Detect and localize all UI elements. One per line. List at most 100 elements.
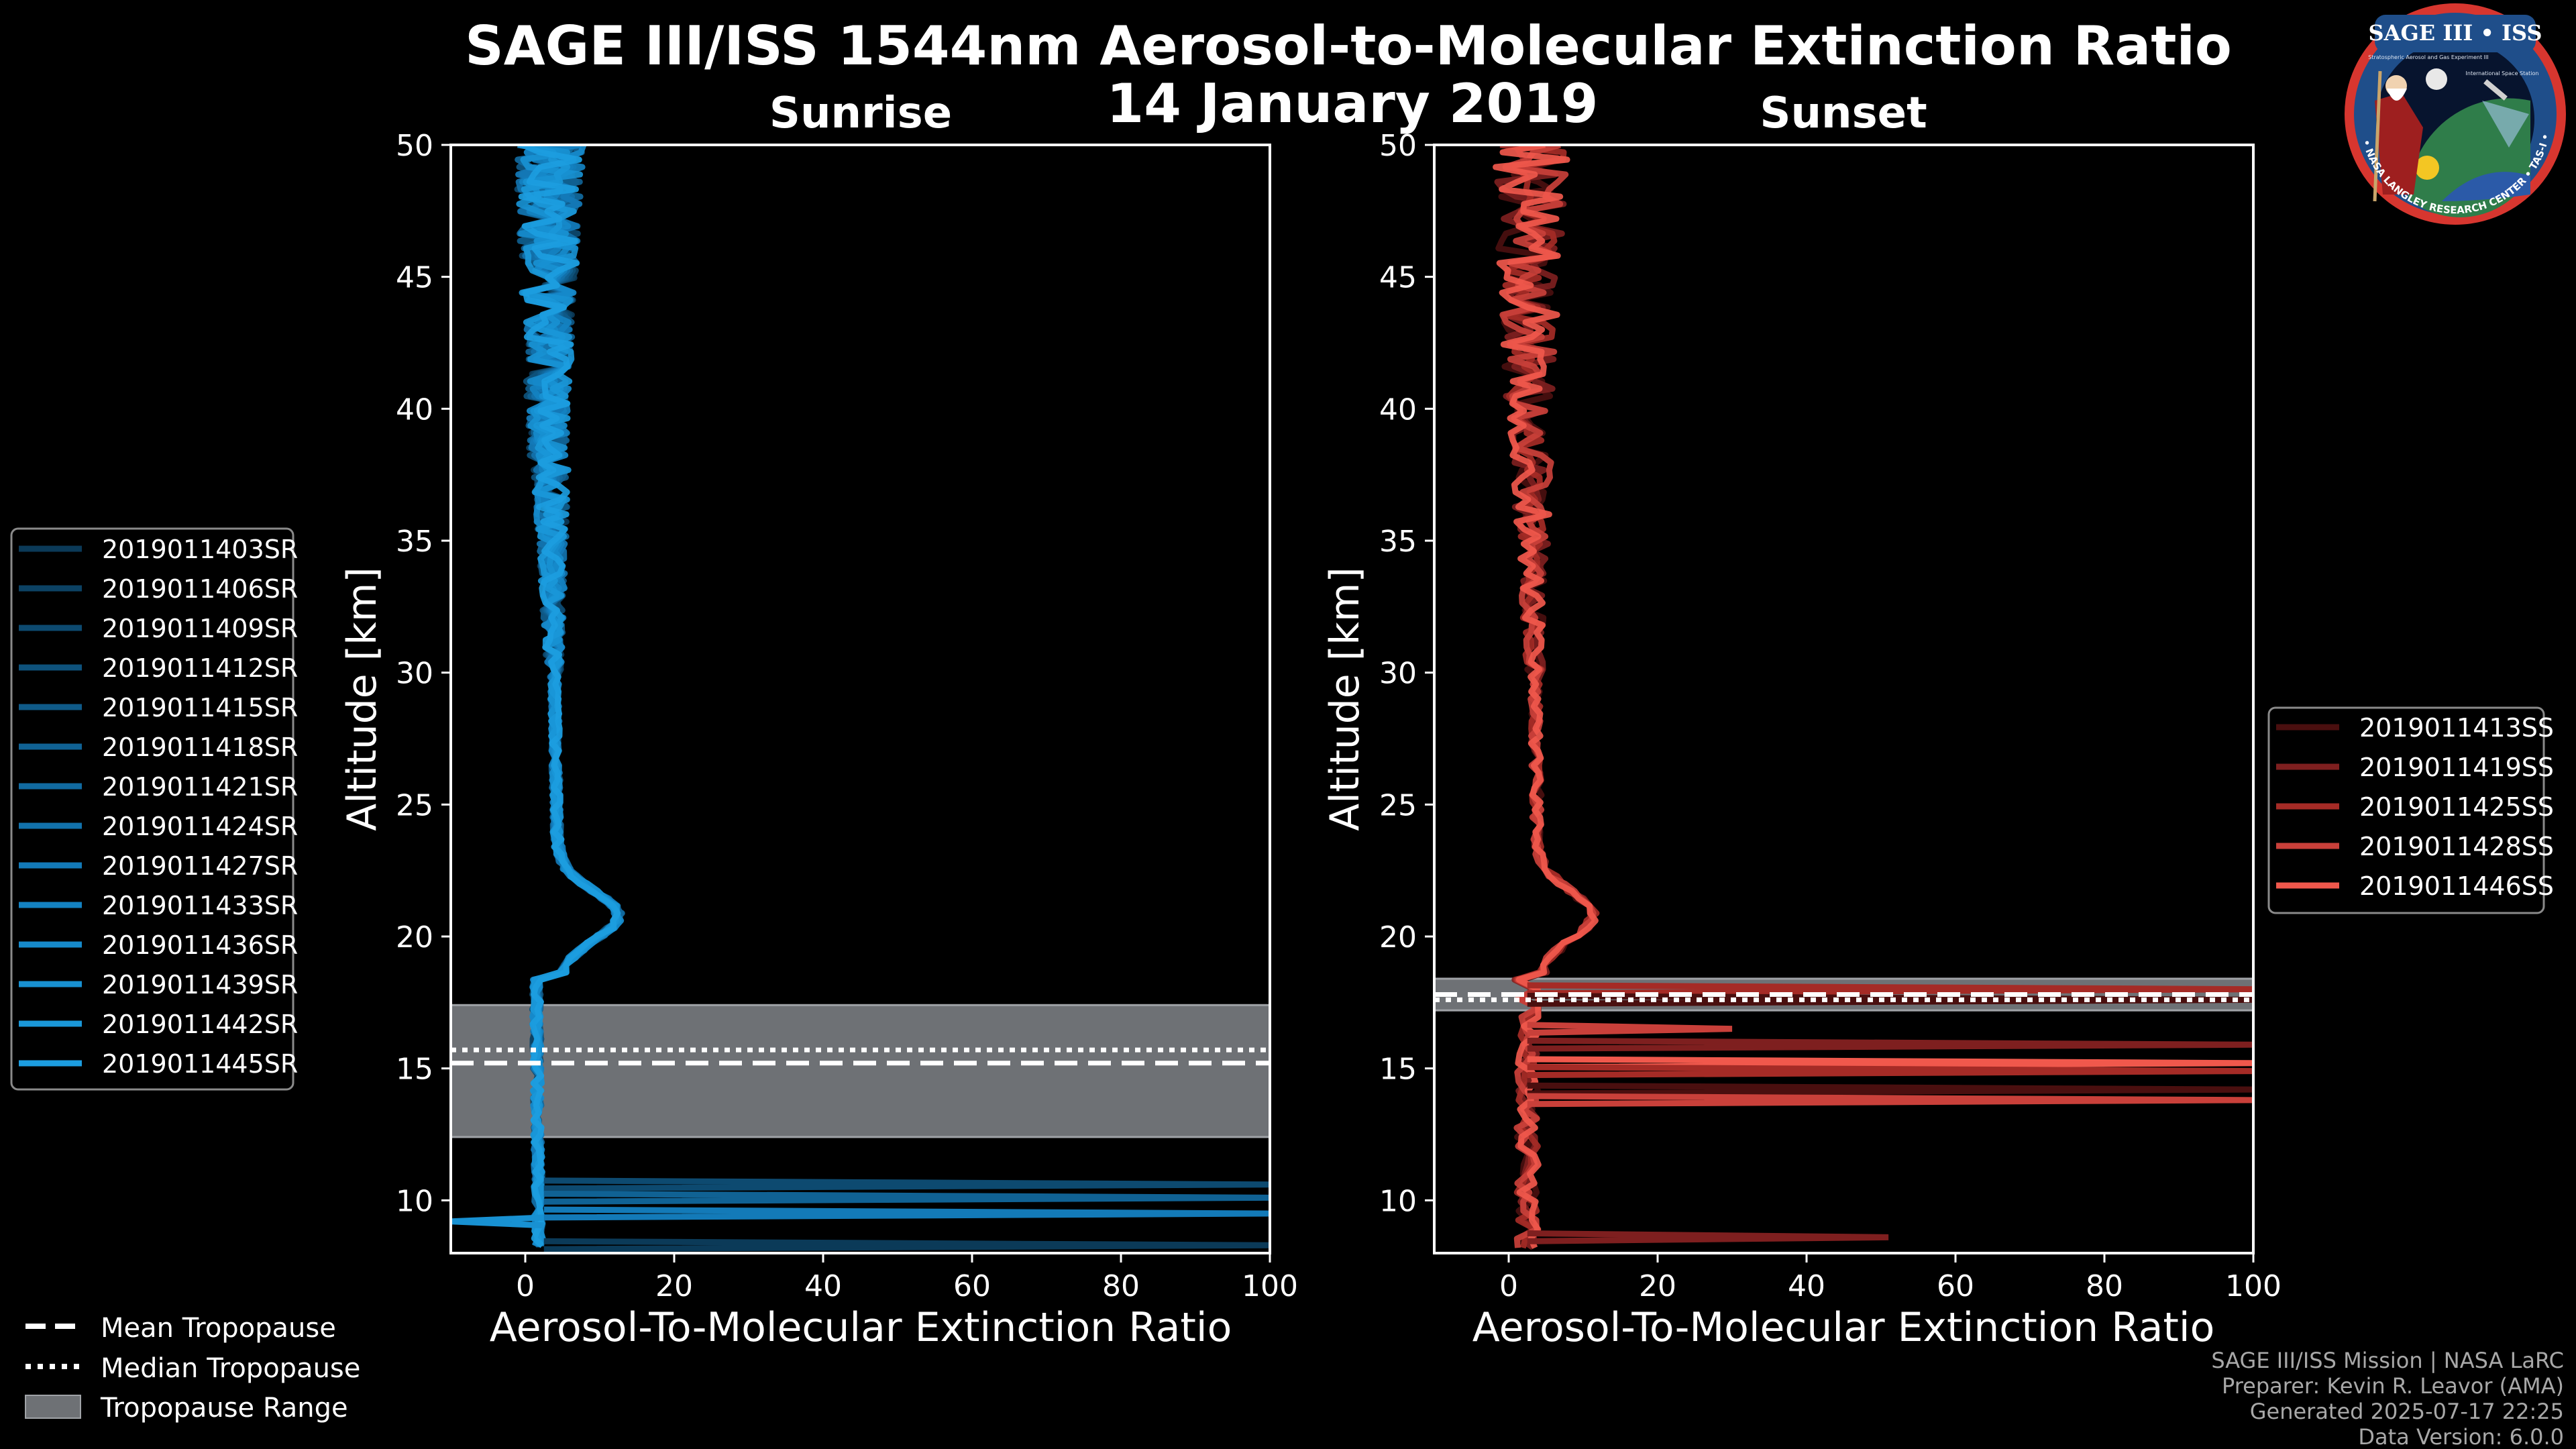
logo-ocean bbox=[2442, 172, 2530, 201]
legend-label: 2019011433SR bbox=[102, 891, 298, 920]
ss-y-tick-label: 30 bbox=[1379, 657, 1417, 691]
legend-label: 2019011424SR bbox=[102, 812, 298, 841]
footer-mission: SAGE III/ISS Mission | NASA LaRC bbox=[2211, 1348, 2564, 1373]
sr-y-tick-label: 45 bbox=[396, 261, 433, 295]
ss-x-tick-label: 80 bbox=[2086, 1269, 2123, 1303]
ss-y-tick-label: 10 bbox=[1379, 1184, 1417, 1218]
median-tropopause-label: Median Tropopause bbox=[101, 1353, 360, 1384]
ss-series-line bbox=[1493, 145, 1599, 1249]
logo-figure-robe bbox=[2375, 93, 2423, 195]
sunset-ticks: 0 20 40 60 80 100 10 15 20 25 30 35 40 45 50 bbox=[1379, 129, 2282, 1303]
sr-y-tick-label: 20 bbox=[396, 920, 433, 955]
legend-label: 2019011421SR bbox=[102, 772, 298, 802]
ss-x-tick-label: 100 bbox=[2225, 1269, 2282, 1303]
ss-x-tick-label: 20 bbox=[1639, 1269, 1676, 1303]
ss-x-tick-label: 0 bbox=[1499, 1269, 1518, 1303]
ss-spike-line bbox=[1527, 1082, 2253, 1097]
ss-y-tick-label: 15 bbox=[1379, 1053, 1417, 1087]
legend-label: 2019011442SR bbox=[102, 1010, 298, 1039]
ss-y-tick-label: 40 bbox=[1379, 392, 1417, 427]
legend-label: 2019011409SR bbox=[102, 614, 298, 643]
sr-y-tick-label: 30 bbox=[396, 657, 433, 691]
sr-x-tick-label: 60 bbox=[953, 1269, 991, 1303]
sr-x-tick-label: 100 bbox=[1242, 1269, 1298, 1303]
sunrise-title: Sunrise bbox=[769, 89, 952, 138]
sunset-panel: 0 20 40 60 80 100 10 15 20 25 30 35 40 45 50 Aerosol-T… bbox=[1322, 129, 2282, 1351]
sunset-series-group bbox=[1493, 145, 2253, 1250]
legend-label: 2019011403SR bbox=[102, 535, 298, 564]
footer-credits: SAGE III/ISS Mission | NASA LaRC Prepare… bbox=[2211, 1348, 2564, 1449]
sunrise-legend: 2019011403SR 2019011406SR 2019011409SR 2019… bbox=[10, 527, 298, 1091]
sunset-x-label: Aerosol-To-Molecular Extinction Ratio bbox=[1472, 1304, 2215, 1351]
ss-spike-line bbox=[1527, 1093, 2253, 1108]
sr-y-tick-label: 40 bbox=[396, 392, 433, 427]
date-title: 14 January 2019 bbox=[1107, 72, 1599, 135]
sr-x-tick-label: 40 bbox=[804, 1269, 842, 1303]
sr-y-tick-label: 15 bbox=[396, 1053, 433, 1087]
sunset-axes-frame bbox=[1433, 144, 2255, 1254]
footer-data-version: Data Version: 6.0.0 bbox=[2358, 1424, 2564, 1449]
ss-spike-line bbox=[1527, 1064, 2253, 1078]
main-title: SAGE III/ISS 1544nm Aerosol-to-Molecular… bbox=[465, 15, 2232, 77]
logo-moon bbox=[2426, 68, 2447, 90]
legend-label: 2019011439SR bbox=[102, 970, 298, 1000]
logo-space-station bbox=[2483, 79, 2508, 101]
sr-y-tick-label: 50 bbox=[396, 129, 433, 163]
sunrise-tropopause-range bbox=[449, 1004, 1271, 1138]
sunset-y-label: Altitude [km] bbox=[1322, 567, 1368, 831]
ss-spike-line bbox=[1527, 1230, 1889, 1244]
sr-spike-line bbox=[543, 1238, 1270, 1252]
tropopause-range-label: Tropopause Range bbox=[100, 1393, 348, 1424]
sunset-legend-frame bbox=[2267, 706, 2545, 914]
ss-spike-line bbox=[1527, 1022, 1733, 1036]
legend-label: 2019011418SR bbox=[102, 733, 298, 762]
logo-title: SAGE III • ISS bbox=[2369, 20, 2542, 46]
legend-label: 2019011446SS bbox=[2359, 871, 2554, 901]
legend-label: 2019011412SR bbox=[102, 653, 298, 683]
logo-light-beam bbox=[2482, 101, 2529, 148]
legend-label: 2019011425SS bbox=[2359, 792, 2554, 822]
sr-x-tick-label: 0 bbox=[516, 1269, 535, 1303]
logo-subtitle-1: Stratospheric Aerosol and Gas Experiment… bbox=[2368, 54, 2488, 60]
sunset-title: Sunset bbox=[1760, 89, 1927, 138]
ss-spike-line bbox=[1527, 982, 2253, 997]
ss-y-tick-label: 25 bbox=[1379, 788, 1417, 822]
tropopause-legend: Mean Tropopause Median Tropopause Tropop… bbox=[25, 1313, 360, 1424]
sr-spike-line bbox=[543, 1177, 1270, 1192]
sunrise-legend-frame bbox=[10, 527, 294, 1091]
legend-label: 2019011419SS bbox=[2359, 753, 2554, 782]
ss-y-tick-label: 45 bbox=[1379, 261, 1417, 295]
legend-label: 2019011428SS bbox=[2359, 832, 2554, 861]
sunrise-x-label: Aerosol-To-Molecular Extinction Ratio bbox=[490, 1304, 1232, 1351]
mean-tropopause-label: Mean Tropopause bbox=[101, 1313, 336, 1344]
sr-spike-line bbox=[543, 1191, 1270, 1205]
sunrise-panel: 0 20 40 60 80 100 10 15 20 25 30 35 40 45 50 Aerosol-T… bbox=[339, 129, 1298, 1351]
legend-label: 2019011415SR bbox=[102, 693, 298, 722]
ss-spike-line bbox=[1527, 1037, 2253, 1052]
legend-label: 2019011413SS bbox=[2359, 713, 2554, 743]
footer-generated: Generated 2025-07-17 22:25 bbox=[2250, 1399, 2564, 1424]
sr-y-tick-label: 10 bbox=[396, 1184, 433, 1218]
legend-label: 2019011445SR bbox=[102, 1049, 298, 1079]
ss-x-tick-label: 40 bbox=[1788, 1269, 1825, 1303]
tropopause-range-swatch bbox=[25, 1395, 81, 1419]
sr-y-tick-label: 25 bbox=[396, 788, 433, 822]
ss-spike-line bbox=[1527, 993, 2253, 1007]
sr-x-tick-label: 20 bbox=[655, 1269, 693, 1303]
logo-staff bbox=[2373, 70, 2382, 202]
sunset-legend: 2019011413SS 2019011419SS 2019011425SS 2019… bbox=[2267, 706, 2554, 914]
ss-y-tick-label: 35 bbox=[1379, 525, 1417, 559]
ss-y-tick-label: 50 bbox=[1379, 129, 1417, 163]
sr-x-tick-label: 80 bbox=[1102, 1269, 1140, 1303]
sr-spike-line bbox=[543, 1206, 1270, 1221]
sunrise-ticks: 0 20 40 60 80 100 10 15 20 25 30 35 40 45 50 bbox=[396, 129, 1298, 1303]
footer-preparer: Preparer: Kevin R. Leavor (AMA) bbox=[2222, 1373, 2564, 1399]
logo-sun bbox=[2415, 156, 2439, 180]
sr-spike-line bbox=[451, 1214, 544, 1229]
logo-title-banner bbox=[2375, 15, 2536, 52]
logo-subtitle-2: International Space Station bbox=[2466, 70, 2539, 76]
sunrise-axes-frame bbox=[449, 144, 1271, 1254]
sunrise-y-label: Altitude [km] bbox=[339, 567, 386, 831]
legend-label: 2019011436SR bbox=[102, 930, 298, 960]
legend-label: 2019011427SR bbox=[102, 851, 298, 881]
